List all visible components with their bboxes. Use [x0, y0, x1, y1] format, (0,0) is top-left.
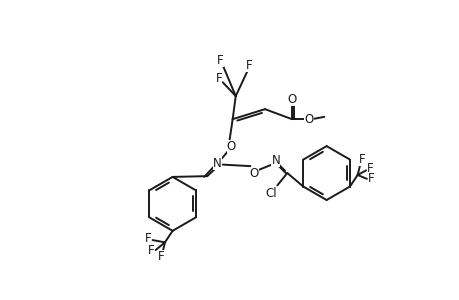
Text: F: F [367, 172, 374, 185]
Text: F: F [215, 72, 222, 85]
Text: F: F [217, 54, 223, 67]
Text: F: F [157, 250, 164, 263]
Text: O: O [303, 113, 313, 126]
Text: N: N [213, 157, 221, 169]
Text: F: F [358, 153, 365, 166]
Text: F: F [147, 244, 154, 256]
Text: O: O [249, 167, 258, 180]
Text: O: O [226, 140, 235, 153]
Text: F: F [246, 59, 252, 72]
Text: F: F [144, 232, 151, 245]
Text: O: O [287, 93, 296, 106]
Text: N: N [271, 154, 280, 167]
Text: F: F [366, 162, 372, 175]
Text: Cl: Cl [265, 187, 276, 200]
